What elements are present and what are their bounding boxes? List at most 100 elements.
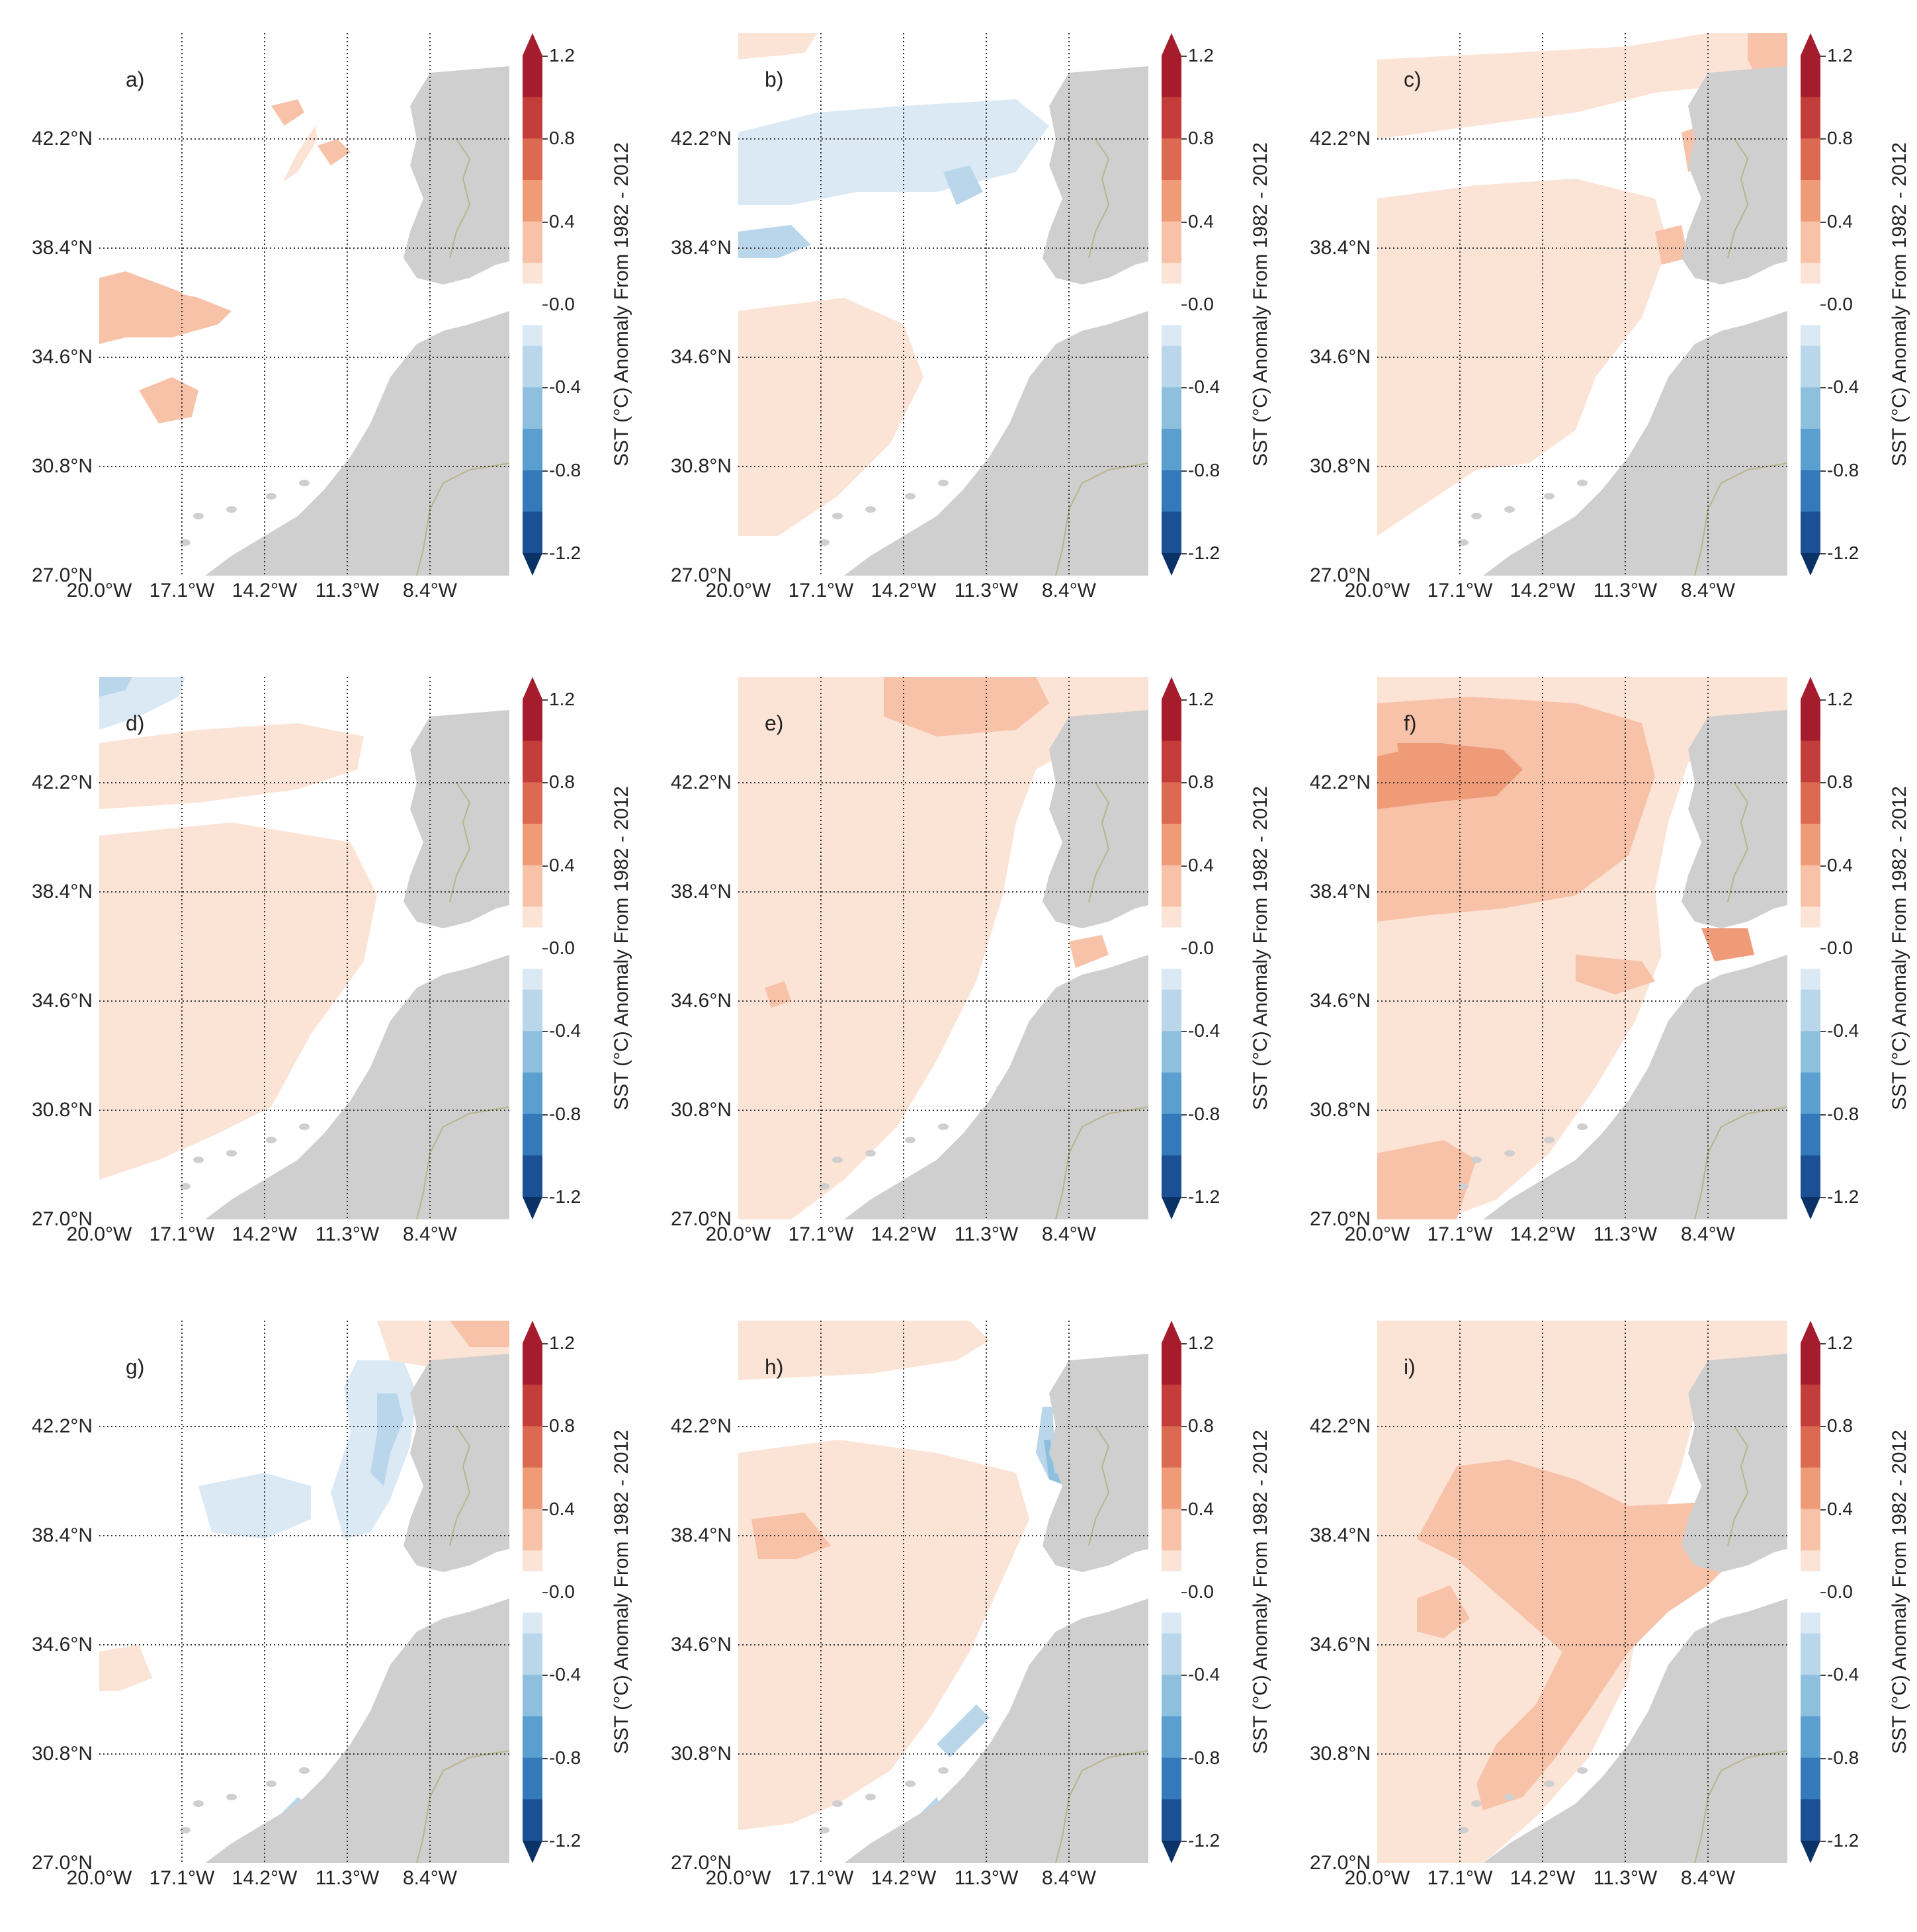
colorbar-tick-label: 0.0 [1188,1581,1214,1602]
lon-tick-label: 17.1°W [149,1867,215,1889]
colorbar-extend-max [523,1321,542,1343]
country-borders [1055,1426,1148,1863]
lat-tick-label: 30.8°N [31,1099,93,1121]
island-1 [1504,1794,1515,1800]
anomaly-region-3 [1562,1321,1708,1374]
colorbar-label: SST (°C) Anomaly From 1982 - 2012 [611,786,632,1110]
anomaly-field [738,1321,1148,1863]
island-0 [193,1800,204,1807]
map-area [1377,33,1787,576]
colorbar-tick-label: 1.2 [1827,1333,1853,1353]
colorbar-tick-label: 0.4 [549,1498,575,1519]
lat-tick-label: 30.8°N [670,455,732,477]
lon-tick-label: 17.1°W [788,1867,854,1889]
lon-tick-label: 8.4°W [1041,580,1097,601]
lat-tick-label: 27.0°N [670,1852,732,1874]
colorbar-band-4 [523,865,542,907]
colorbar-band-7 [1801,1633,1820,1675]
lon-tick-label: 20.0°W [1344,580,1410,601]
colorbar-extend-max [1801,1321,1820,1343]
lat-tick-label: 42.2°N [31,128,93,150]
colorbar-tick-label: 0.8 [1827,128,1853,149]
colorbar-band-7 [523,345,542,388]
colorbar-tick-mark [542,1509,548,1511]
colorbar-tick-mark [542,1675,548,1677]
lat-tick-label: 34.6°N [31,346,93,368]
colorbar-band-0 [523,56,542,98]
lon-tick-label: 14.2°W [871,580,937,601]
colorbar-band-3 [523,180,542,222]
lat-tick-label: 38.4°N [670,881,732,902]
colorbar-tick-mark [1181,948,1187,949]
colorbar-band-3 [523,824,542,866]
island-0 [1471,513,1482,519]
colorbar-tick-label: -0.8 [1827,1747,1859,1768]
map-panel-c: c) 42.2°N 38.4°N 34.6°N 30.8°N 27.0°N 20.0°W 17… [1278,0,1917,644]
map-panel-i: i) 42.2°N 38.4°N 34.6°N 30.8°N 27.0°N 20.0°W 17… [1278,1288,1917,1931]
panel-label: d) [126,711,145,735]
island-0 [832,513,843,519]
island-4 [938,1123,949,1130]
island-0 [832,1800,843,1807]
lat-tick-label: 30.8°N [670,1743,732,1765]
colorbar-tick-mark [542,1343,548,1344]
island-1 [865,506,876,513]
island-4 [299,1123,310,1130]
lon-tick-label: 20.0°W [66,580,132,601]
colorbar-tick-mark [1181,1343,1187,1344]
colorbar-band-10 [1801,470,1820,512]
colorbar-band-1 [523,1384,542,1427]
lat-tick-label: 38.4°N [1309,881,1371,902]
colorbar-tick-mark [1181,699,1187,701]
land-iberia [404,66,509,285]
colorbar-band-7 [523,989,542,1032]
island-1 [865,1794,876,1800]
lon-tick-label: 8.4°W [1680,1867,1736,1889]
colorbar [1162,677,1181,1219]
anomaly-region-6 [1576,955,1655,994]
anomaly-region-5 [450,1321,509,1347]
colorbar-tick-mark [542,470,548,472]
lon-tick-label: 17.1°W [149,580,215,601]
anomaly-field [99,33,509,576]
colorbar-band-11 [523,511,542,554]
colorbar-tick-mark [1181,865,1187,867]
colorbar-band-2 [1162,1426,1181,1468]
colorbar-band-9 [1162,1073,1181,1115]
colorbar-tick-label: -1.2 [1188,1830,1220,1851]
colorbar-tick-label: -0.8 [549,1747,581,1768]
colorbar-band-8 [1801,387,1820,429]
island-0 [1471,1157,1482,1163]
colorbar-band-11 [1801,1799,1820,1841]
colorbar-tick-label: 0.0 [1188,294,1214,314]
colorbar-tick-mark [1181,56,1187,57]
anomaly-region-4 [738,33,818,60]
anomaly-region-3 [1397,743,1450,783]
lon-tick-label: 14.2°W [1510,1867,1576,1889]
colorbar-tick-label: -0.4 [549,1664,581,1685]
colorbar-tick-label: -1.2 [1827,543,1859,563]
island-4 [938,480,949,486]
colorbar-tick-mark [1820,1031,1826,1033]
colorbar-band-2 [1162,138,1181,181]
colorbar-tick-mark [1181,1675,1187,1677]
map-area [1377,677,1787,1219]
colorbar-tick-label: -1.2 [1188,1186,1220,1207]
map-area [99,1321,509,1863]
anomaly-region-4 [139,377,198,423]
lon-tick-label: 11.3°W [1593,580,1658,601]
island-4 [299,480,310,486]
colorbar-tick-label: -0.8 [1188,1103,1220,1124]
colorbar-tick-label: -0.8 [1188,1747,1220,1768]
colorbar-tick-mark [1181,1197,1187,1198]
island-4 [1577,1767,1588,1774]
colorbar-tick-label: -1.2 [549,1186,581,1207]
colorbar-band-7 [1162,1633,1181,1675]
colorbar-extend-min [523,1841,542,1863]
colorbar-tick-label: -0.8 [549,459,581,480]
lon-tick-label: 17.1°W [788,580,854,601]
colorbar-label: SST (°C) Anomaly From 1982 - 2012 [611,1430,632,1754]
island-3 [819,1827,830,1833]
colorbar-band-3 [1801,180,1820,222]
